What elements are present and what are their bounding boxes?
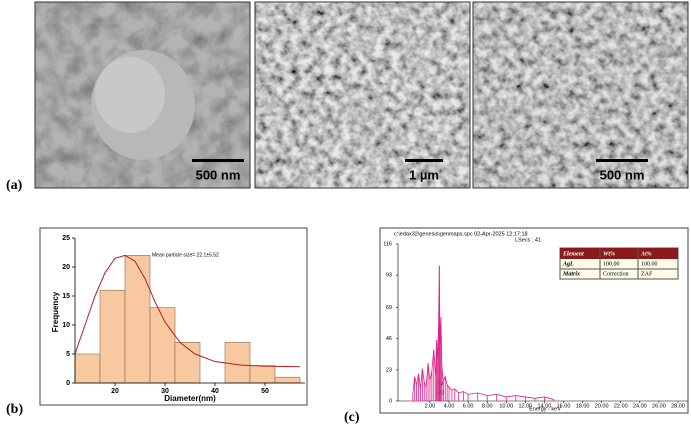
y-axis-label: Frequency xyxy=(51,291,60,332)
sem-image xyxy=(254,1,471,189)
sem-image xyxy=(34,1,251,189)
table-cell: AgL xyxy=(562,261,574,267)
x-tick-label: 24.00 xyxy=(633,403,647,409)
panel-label: (a) xyxy=(6,178,23,193)
table-header: Element xyxy=(562,251,584,257)
panel-frame xyxy=(39,227,308,406)
header: LSecs : 41 xyxy=(515,237,541,243)
y-tick-label: 20 xyxy=(62,264,70,271)
x-tick-label: 4.00 xyxy=(444,403,455,409)
table-cell: ZAF xyxy=(641,271,653,277)
results-table: Element Wt% At% AgL 100.00 100.00 Matrix… xyxy=(559,247,679,280)
header: c:\edax32\genesis\genmaps.spc 02-Apr-202… xyxy=(394,231,528,237)
x-tick-label: 30 xyxy=(161,388,169,395)
bar xyxy=(224,342,251,384)
y-tick-label: 15 xyxy=(62,293,70,300)
y-tick-label: 23 xyxy=(386,367,392,373)
x-tick-label: 26.00 xyxy=(652,403,666,409)
x-axis-label: Energy - keV xyxy=(529,406,561,412)
x-tick-label: 10.00 xyxy=(499,403,513,409)
bar xyxy=(124,255,151,384)
x-tick-label: 20.00 xyxy=(595,403,609,409)
fit-curve xyxy=(74,254,301,368)
annotation: Mean particle size= 22.1±5.52 xyxy=(152,252,219,258)
x-tick-label: 16.00 xyxy=(557,403,571,409)
y-tick-label: 46 xyxy=(386,336,392,342)
x-tick-label: 40 xyxy=(211,388,219,395)
y-tick-label: 0 xyxy=(389,398,392,404)
table-cell: Correction xyxy=(603,271,629,277)
table-cell: Matrix xyxy=(562,271,580,277)
x-tick-label: 6.00 xyxy=(463,403,474,409)
y-tick-label: 0 xyxy=(66,380,70,387)
x-tick-label: 12.00 xyxy=(518,403,532,409)
y-tick-label: 93 xyxy=(386,273,392,279)
table-cell: 100.00 xyxy=(641,261,658,267)
panel-label: (c) xyxy=(344,410,360,425)
y-tick-label: 5 xyxy=(66,351,70,358)
y-tick-label: 116 xyxy=(383,241,392,247)
bar xyxy=(99,289,126,384)
bar xyxy=(249,365,276,384)
panel-label: (b) xyxy=(6,402,23,417)
table-header: Wt% xyxy=(603,251,615,257)
scale-bar-label: 500 nm xyxy=(196,167,241,182)
scale-bar-label: 500 nm xyxy=(600,167,645,182)
panel-frame xyxy=(379,227,689,414)
x-axis-label: Diameter(nm) xyxy=(164,394,216,403)
bar xyxy=(174,342,201,384)
scale-bar-label: 1 µm xyxy=(409,167,439,182)
x-tick-label: 50 xyxy=(261,388,269,395)
y-tick-label: 69 xyxy=(386,305,392,311)
sem-image xyxy=(472,1,689,189)
bar xyxy=(149,307,176,384)
y-tick-label: 10 xyxy=(62,322,70,329)
x-tick-label: 22.00 xyxy=(614,403,628,409)
x-tick-label: 18.00 xyxy=(576,403,590,409)
x-tick-label: 8.00 xyxy=(482,403,493,409)
bar xyxy=(274,376,301,384)
y-tick-label: 25 xyxy=(62,235,70,242)
bar xyxy=(74,353,101,384)
x-tick-label: 14.00 xyxy=(538,403,552,409)
table-header: At% xyxy=(640,251,652,257)
x-tick-label: 20 xyxy=(111,388,119,395)
x-tick-label: 28.00 xyxy=(671,403,685,409)
table-cell: 100.00 xyxy=(603,261,620,267)
x-tick-label: 2.00 xyxy=(425,403,436,409)
